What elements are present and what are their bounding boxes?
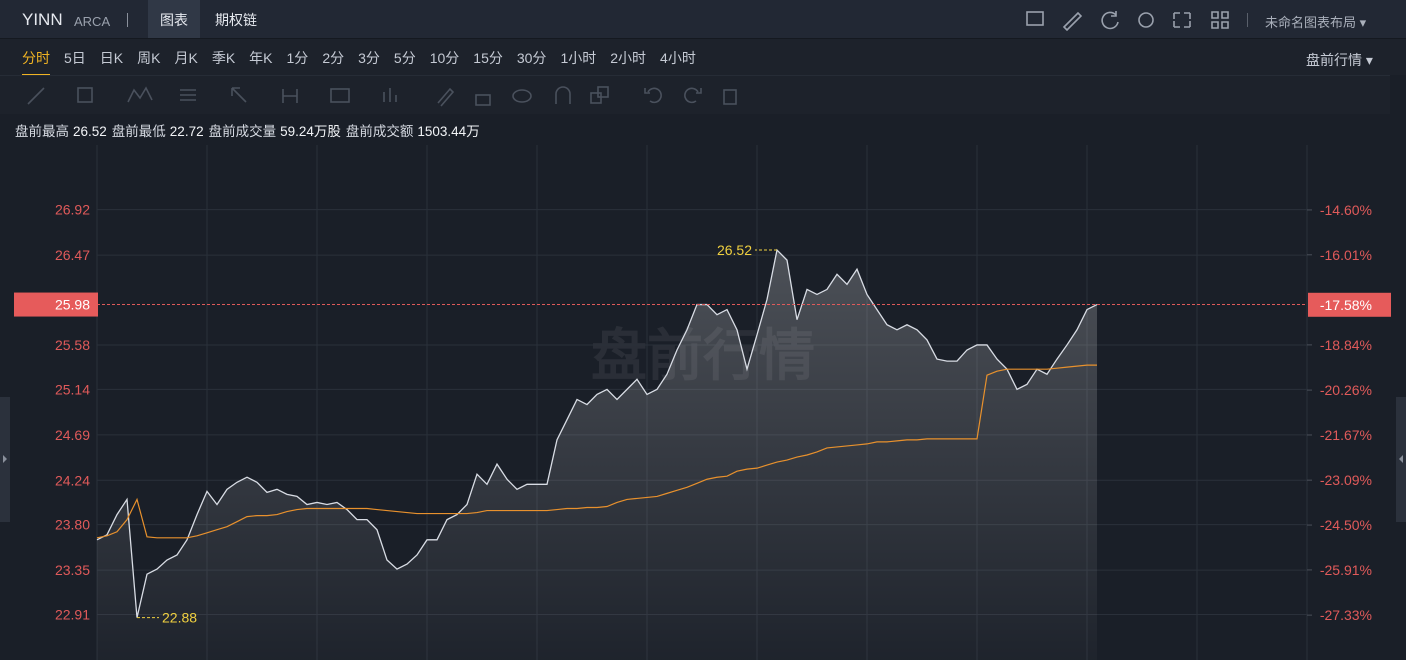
stat-label: 盘前成交量 <box>208 124 277 139</box>
y2-tick-label: -24.50% <box>1320 517 1372 533</box>
icon[interactable] <box>1101 11 1119 30</box>
stat-value: 26.52 <box>73 124 107 139</box>
stats-line: 盘前最高 26.52 盘前最低 22.72 盘前成交量 59.24万股 盘前成交额 1503.… <box>15 120 485 140</box>
layout-name: 未命名图表布局 <box>1265 15 1357 30</box>
session-menu[interactable]: 盘前行情 ▾ <box>1306 52 1373 68</box>
tab[interactable]: 图表 <box>148 0 200 38</box>
handle-arrow <box>3 455 1403 463</box>
timeframe-bar: 分时 5日 日K 周K 月K 季K 年K 1分 2分 3分 5分 10分 15分 30分 1小时 2小时 4小时… <box>0 39 1406 76</box>
y2-tick-label: -20.26% <box>1320 382 1372 398</box>
current-pct-box <box>1308 292 1391 317</box>
stat-label: 盘前成交额 <box>345 124 414 139</box>
y2-tick-label: -25.91% <box>1320 562 1372 578</box>
toolbar-icons <box>1026 11 1229 31</box>
timeframe[interactable]: 1分 <box>286 50 309 66</box>
timeframe[interactable]: 日K <box>99 50 124 66</box>
stat-value: 22.72 <box>169 124 204 139</box>
y-tick-label: 23.35 <box>55 562 90 578</box>
icon[interactable] <box>1211 11 1229 29</box>
timeframe[interactable]: 3分 <box>358 50 380 66</box>
timeframe[interactable]: 15分 <box>473 50 503 66</box>
price-line <box>96 248 1098 618</box>
avg-line <box>96 364 1097 539</box>
current-pct-label: -17.58% <box>1320 297 1372 313</box>
icon[interactable] <box>1062 11 1083 31</box>
y2-tick-label: -16.01% <box>1320 247 1372 263</box>
symbol: YINN <box>22 10 63 29</box>
timeframe[interactable]: 月K <box>174 50 198 66</box>
timeframe[interactable]: 4小时 <box>660 50 696 66</box>
y-tick-label: 26.47 <box>55 247 90 263</box>
top-bar: YINN ARCA 图表 期权链 未命名图表布局 ▾ <box>0 0 1406 39</box>
icon[interactable] <box>1138 12 1154 28</box>
timeframe[interactable]: 30分 <box>516 50 547 66</box>
icon[interactable] <box>1026 11 1044 26</box>
y2-tick-label: -21.67% <box>1320 427 1372 443</box>
y-tick-label: 24.24 <box>55 472 90 488</box>
timeframe[interactable]: 分时 <box>22 48 50 76</box>
stat-value: 1503.44万 <box>417 124 480 139</box>
timeframe[interactable]: 2分 <box>322 50 345 66</box>
session-name: 盘前行情 <box>1306 52 1362 68</box>
price-area <box>97 250 1097 660</box>
extreme-label: 26.52 <box>717 242 752 258</box>
side-handle[interactable] <box>0 397 10 522</box>
y-tick-label: 25.14 <box>55 381 90 397</box>
y-tick-label: 25.58 <box>55 337 90 353</box>
stat-value: 59.24万股 <box>280 124 341 139</box>
separator <box>127 13 128 27</box>
y2-tick-label: -18.84% <box>1320 337 1372 353</box>
stat-label: 盘前最低 <box>111 124 166 139</box>
stat-label: 盘前最高 <box>15 124 69 139</box>
current-box <box>14 292 98 317</box>
timeframe[interactable]: 10分 <box>429 50 460 66</box>
timeframe[interactable]: 5分 <box>393 50 416 66</box>
y-tick-label: 26.92 <box>55 202 90 218</box>
current-label: 25.98 <box>55 297 90 313</box>
timeframe[interactable]: 1小时 <box>560 50 597 66</box>
y-tick-label: 23.80 <box>55 517 90 533</box>
y2-tick-label: -23.09% <box>1320 472 1372 488</box>
plot-bg <box>0 145 1390 660</box>
exchange: ARCA <box>74 14 111 29</box>
timeframe[interactable]: 周K <box>137 50 161 66</box>
timeframe[interactable]: 5日 <box>64 50 86 66</box>
y-tick-label: 24.69 <box>55 427 90 443</box>
y-tick-label: 22.91 <box>55 607 90 623</box>
y2-tick-label: -27.33% <box>1320 607 1372 623</box>
watermark: 盘前行情 <box>591 324 815 387</box>
layout-menu[interactable]: 未命名图表布局 ▾ <box>1265 15 1367 30</box>
y2-tick-label: -14.60% <box>1320 202 1372 218</box>
side-handle[interactable] <box>1396 397 1406 522</box>
drawing-icons <box>27 86 737 107</box>
tab[interactable]: 期权链 <box>215 12 257 28</box>
timeframes: 分时 5日 日K 周K 月K 季K 年K 1分 2分 3分 5分 10分 15分 30分 1小时 2小时 4小时 <box>22 48 696 76</box>
timeframe[interactable]: 年K <box>249 50 273 66</box>
timeframe[interactable]: 2小时 <box>610 50 647 66</box>
extreme-label: 22.88 <box>162 610 197 626</box>
drawing-toolbar <box>0 75 1390 114</box>
separator <box>1247 13 1248 27</box>
timeframe[interactable]: 季K <box>211 50 236 66</box>
icon[interactable] <box>1173 12 1191 28</box>
